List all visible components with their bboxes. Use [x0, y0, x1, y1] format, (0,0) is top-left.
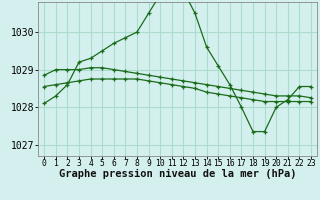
X-axis label: Graphe pression niveau de la mer (hPa): Graphe pression niveau de la mer (hPa): [59, 169, 296, 179]
